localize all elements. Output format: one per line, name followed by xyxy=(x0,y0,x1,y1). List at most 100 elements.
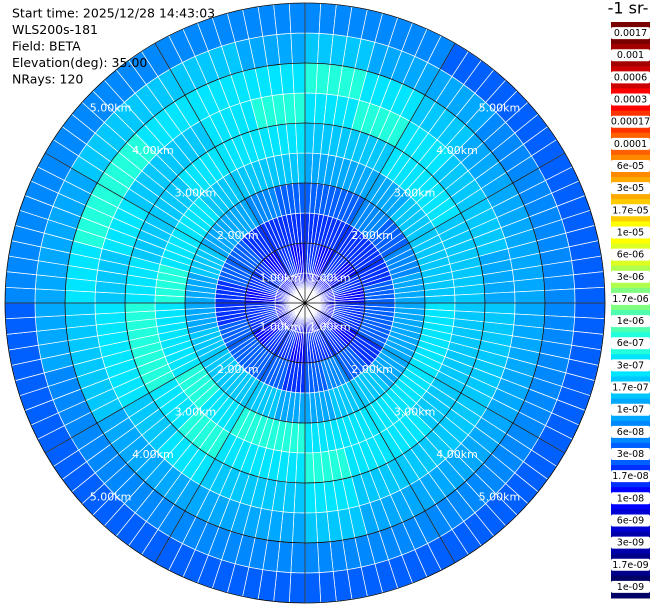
colorbar-label-box xyxy=(611,160,650,172)
range-gate-cell xyxy=(34,288,66,304)
range-gate-cell xyxy=(304,452,315,484)
colorbar-label-box xyxy=(611,448,650,460)
colorbar-label: 6e-07 xyxy=(617,338,644,349)
range-label: 2.00km xyxy=(351,363,393,376)
colorbar-label-box xyxy=(611,536,650,549)
colorbar-title: -1 sr- xyxy=(608,0,649,18)
colorbar-label-box xyxy=(611,403,650,416)
colorbar-label-box xyxy=(611,49,650,62)
colorbar-label-box xyxy=(611,492,650,505)
range-label: 4.00km xyxy=(436,144,478,157)
colorbar-label-box xyxy=(611,315,650,328)
range-gate-cell xyxy=(514,302,546,316)
range-gate-cell xyxy=(292,512,306,544)
range-gate-cell xyxy=(318,571,337,603)
range-gate-cell xyxy=(34,302,66,318)
colorbar-label-box xyxy=(611,93,650,106)
range-label: 4.00km xyxy=(132,144,174,157)
range-label: 3.00km xyxy=(394,406,436,419)
range-label: 5.00km xyxy=(90,490,132,503)
range-label: 2.00km xyxy=(217,363,259,376)
colorbar-label-box xyxy=(611,558,650,571)
colorbar-label: 1.7e-06 xyxy=(612,294,648,305)
range-label: 1.00km xyxy=(259,321,301,334)
range-label: 3.00km xyxy=(175,186,217,199)
colorbar-label: 0.001 xyxy=(617,50,644,61)
range-gate-cell xyxy=(124,302,156,313)
info-line: Elevation(deg): 35.00 xyxy=(12,55,147,70)
info-line: Start time: 2025/12/28 14:43:03 xyxy=(12,6,215,21)
range-gate-cell xyxy=(292,62,306,94)
colorbar-label: 1e-09 xyxy=(617,582,644,593)
range-gate-cell xyxy=(4,302,36,320)
colorbar-label-box xyxy=(611,27,650,40)
range-label: 3.00km xyxy=(394,186,436,199)
range-label: 1.00km xyxy=(259,271,301,284)
colorbar-label-box xyxy=(611,470,650,483)
polar-plot xyxy=(4,2,606,604)
colorbar-label-box xyxy=(611,270,650,283)
colorbar-label: 1e-05 xyxy=(617,227,644,238)
colorbar-label-box xyxy=(611,115,650,128)
range-gate-cell xyxy=(574,302,606,320)
range-label: 3.00km xyxy=(175,406,217,419)
info-line: WLS200s-181 xyxy=(12,22,98,37)
colorbar-label-box xyxy=(611,514,650,527)
range-ring xyxy=(64,62,546,544)
colorbar-label-box xyxy=(611,425,650,438)
colorbar-label: 1.7e-07 xyxy=(612,383,648,394)
range-gate-cell xyxy=(304,2,322,34)
colorbar-label-box xyxy=(611,359,650,372)
colorbar-label: 3e-07 xyxy=(617,360,644,371)
range-gate-cell xyxy=(290,32,306,64)
range-gate-cell xyxy=(288,2,306,34)
colorbar-label: 3e-05 xyxy=(617,183,644,194)
range-gate-cell xyxy=(317,541,334,573)
colorbar-label: 3e-09 xyxy=(617,538,644,549)
colorbar-label-box xyxy=(611,337,650,350)
spoke-line xyxy=(154,43,456,563)
colorbar-label-box xyxy=(611,381,650,394)
colorbar-label-box xyxy=(611,137,650,150)
range-gate-cell xyxy=(514,290,546,304)
colorbar-label-box xyxy=(611,204,650,217)
colorbar-label: 1.7e-05 xyxy=(612,205,648,216)
range-gate-cell xyxy=(544,302,576,318)
range-gate-cell xyxy=(304,572,322,604)
range-label: 1.00km xyxy=(309,321,351,334)
range-gate-cell xyxy=(4,286,36,304)
range-gate-cell xyxy=(64,302,96,316)
range-gate-cell xyxy=(304,62,318,94)
info-line: Field: BETA xyxy=(12,39,81,54)
colorbar-label: 0.0003 xyxy=(614,95,647,106)
colorbar-label: 0.00017 xyxy=(611,117,650,128)
range-gate-cell xyxy=(304,512,318,544)
range-gate-cell xyxy=(424,294,456,304)
range-label: 2.00km xyxy=(351,229,393,242)
colorbar-label: 3e-06 xyxy=(617,272,644,283)
info-line: NRays: 120 xyxy=(12,72,83,87)
range-gate-cell xyxy=(454,293,486,304)
range-gate-cell xyxy=(304,32,320,64)
colorbar-label: 0.0017 xyxy=(614,28,647,39)
colorbar-label: 6e-06 xyxy=(617,250,644,261)
colorbar-label: 1e-08 xyxy=(617,493,644,504)
range-gate-cell xyxy=(304,542,320,574)
colorbar: 0.0017 0.001 0.0006 0.0003 0.00017 0.0001 6e-0… xyxy=(611,22,650,599)
range-gate-cell xyxy=(296,152,306,184)
colorbar-label: 0.0001 xyxy=(614,139,647,150)
range-gate-cell xyxy=(304,422,314,454)
range-gate-cell xyxy=(154,302,186,312)
range-gate-cell xyxy=(273,3,292,35)
range-label: 4.00km xyxy=(132,448,174,461)
range-label: 5.00km xyxy=(90,102,132,115)
colorbar-label: 6e-08 xyxy=(617,427,644,438)
colorbar-label-box xyxy=(611,226,650,239)
range-gate-cell xyxy=(94,302,126,315)
colorbar-label: 1.7e-08 xyxy=(612,471,648,482)
range-gate-cell xyxy=(5,316,37,335)
colorbar-label: 1e-06 xyxy=(617,316,644,327)
range-gate-cell xyxy=(288,572,306,604)
range-label: 5.00km xyxy=(479,490,521,503)
